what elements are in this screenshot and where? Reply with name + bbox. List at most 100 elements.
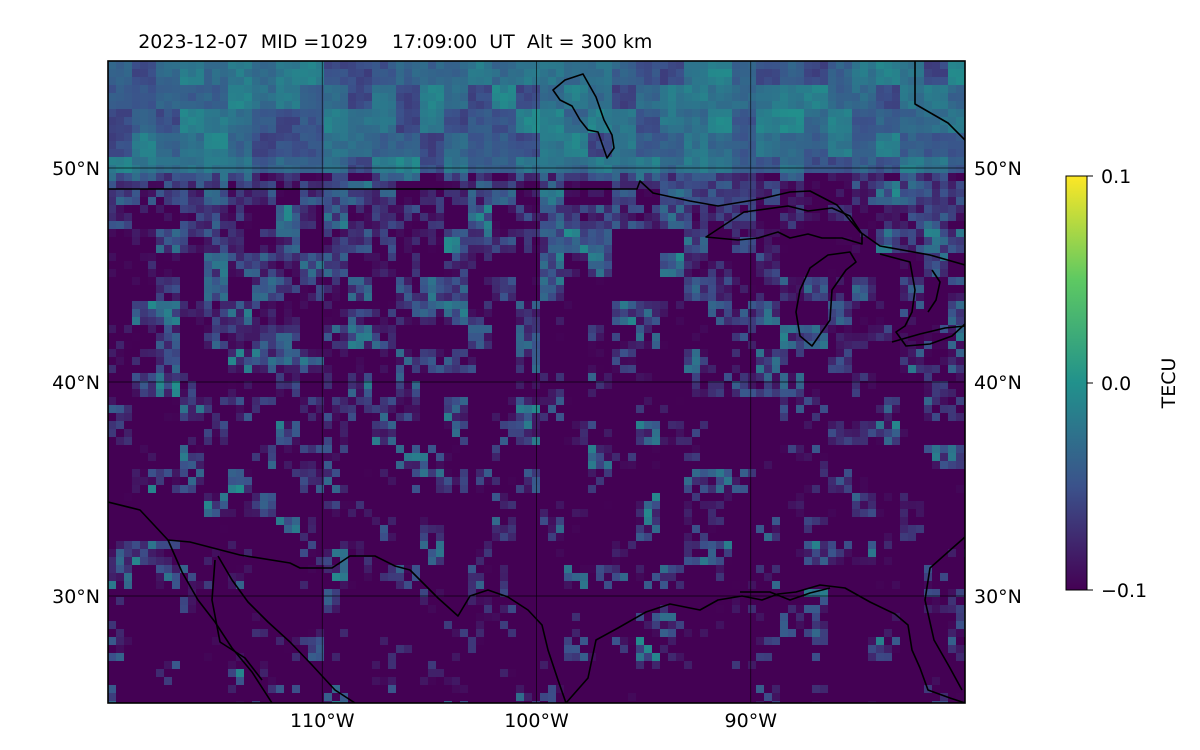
- heatmap-cell: [884, 301, 893, 310]
- heatmap-cell: [900, 357, 909, 366]
- heatmap-cell: [956, 165, 965, 174]
- heatmap-cell: [188, 301, 197, 310]
- heatmap-cell: [740, 285, 749, 294]
- heatmap-cell: [172, 93, 181, 102]
- heatmap-cell: [852, 213, 861, 222]
- heatmap-cell: [292, 109, 301, 118]
- heatmap-cell: [468, 125, 477, 134]
- heatmap-cell: [124, 325, 133, 334]
- heatmap-cell: [804, 197, 813, 206]
- heatmap-cell: [220, 381, 229, 390]
- heatmap-cell: [228, 341, 237, 350]
- heatmap-cell: [156, 285, 165, 294]
- heatmap-cell: [444, 405, 453, 414]
- heatmap-cell: [228, 429, 237, 438]
- heatmap-cell: [748, 69, 757, 78]
- heatmap-cell: [700, 133, 709, 142]
- heatmap-cell: [612, 189, 621, 198]
- heatmap-cell: [188, 269, 197, 278]
- heatmap-cell: [868, 205, 877, 214]
- heatmap-cell: [284, 77, 293, 86]
- heatmap-cell: [932, 373, 941, 382]
- heatmap-cell: [364, 93, 373, 102]
- heatmap-cell: [260, 293, 269, 302]
- heatmap-cell: [884, 125, 893, 134]
- heatmap-cell: [740, 381, 749, 390]
- heatmap-cell: [740, 293, 749, 302]
- heatmap-cell: [604, 253, 613, 262]
- heatmap-cell: [716, 237, 725, 246]
- heatmap-cell: [172, 253, 181, 262]
- heatmap-cell: [844, 189, 853, 198]
- heatmap-cell: [220, 165, 229, 174]
- heatmap-cell: [900, 261, 909, 270]
- heatmap-cell: [836, 229, 845, 238]
- heatmap-cell: [564, 285, 573, 294]
- heatmap-cell: [180, 285, 189, 294]
- heatmap-cell: [804, 125, 813, 134]
- heatmap-cell: [124, 77, 133, 86]
- heatmap-cell: [668, 373, 677, 382]
- heatmap-cell: [516, 389, 525, 398]
- heatmap-cell: [812, 253, 821, 262]
- heatmap-cell: [380, 181, 389, 190]
- heatmap-cell: [732, 269, 741, 278]
- heatmap-cell: [132, 101, 141, 110]
- heatmap-cell: [844, 277, 853, 286]
- heatmap-cell: [660, 61, 669, 70]
- heatmap-cell: [348, 277, 357, 286]
- heatmap-cell: [372, 357, 381, 366]
- heatmap-cell: [700, 237, 709, 246]
- heatmap-cell: [884, 317, 893, 326]
- heatmap-cell: [916, 317, 925, 326]
- heatmap-cell: [396, 309, 405, 318]
- heatmap-cell: [940, 245, 949, 254]
- heatmap-cell: [580, 93, 589, 102]
- heatmap-cell: [828, 237, 837, 246]
- heatmap-cell: [524, 301, 533, 310]
- heatmap-cell: [620, 197, 629, 206]
- heatmap-cell: [636, 125, 645, 134]
- heatmap-cell: [180, 141, 189, 150]
- heatmap-cell: [708, 109, 717, 118]
- heatmap-cell: [452, 309, 461, 318]
- heatmap-cell: [452, 317, 461, 326]
- heatmap-cell: [164, 197, 173, 206]
- heatmap-cell: [692, 141, 701, 150]
- heatmap-cell: [596, 109, 605, 118]
- heatmap-cell: [132, 341, 141, 350]
- heatmap-cell: [348, 269, 357, 278]
- heatmap-cell: [108, 421, 117, 430]
- heatmap-cell: [580, 69, 589, 78]
- heatmap-cell: [940, 373, 949, 382]
- heatmap-cell: [644, 269, 653, 278]
- heatmap-cell: [636, 373, 645, 382]
- heatmap-cell: [956, 373, 965, 382]
- heatmap-cell: [236, 141, 245, 150]
- heatmap-cell: [652, 165, 661, 174]
- heatmap-cell: [620, 405, 629, 414]
- heatmap-cell: [644, 253, 653, 262]
- heatmap-cell: [740, 69, 749, 78]
- heatmap-cell: [636, 405, 645, 414]
- heatmap-cell: [668, 317, 677, 326]
- heatmap-cell: [908, 125, 917, 134]
- heatmap-cell: [236, 333, 245, 342]
- heatmap-cell: [940, 149, 949, 158]
- heatmap-cell: [612, 341, 621, 350]
- heatmap-cell: [484, 309, 493, 318]
- heatmap-cell: [884, 221, 893, 230]
- heatmap-cell: [716, 205, 725, 214]
- heatmap-cell: [164, 413, 173, 422]
- heatmap-cell: [156, 197, 165, 206]
- heatmap-cell: [684, 181, 693, 190]
- heatmap-cell: [948, 125, 957, 134]
- heatmap-cell: [468, 253, 477, 262]
- heatmap-cell: [388, 357, 397, 366]
- heatmap-cell: [172, 365, 181, 374]
- heatmap-cell: [764, 325, 773, 334]
- heatmap-cell: [180, 237, 189, 246]
- heatmap-cell: [828, 413, 837, 422]
- heatmap-cell: [412, 421, 421, 430]
- heatmap-cell: [364, 213, 373, 222]
